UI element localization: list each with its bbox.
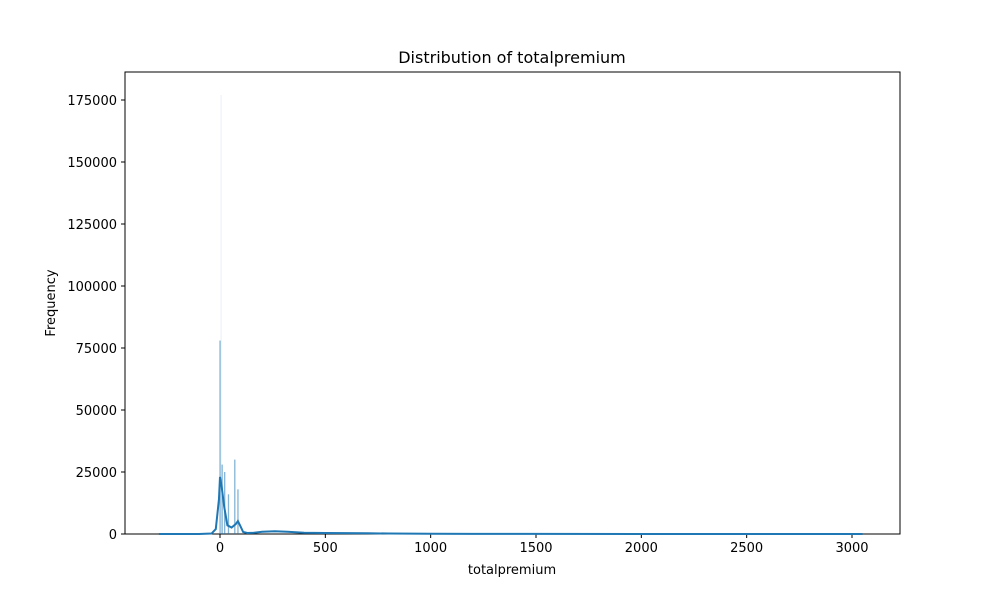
kde-line — [158, 476, 863, 535]
x-tick-label: 3000 — [835, 541, 868, 556]
histogram-bar — [220, 95, 222, 534]
y-tick-label: 75000 — [76, 342, 117, 357]
y-axis-ticks: 0 25000 50000 75000 100000 125000 150000 175000 — [67, 94, 125, 543]
y-tick-label: 150000 — [67, 156, 117, 171]
x-tick-label: 0 — [216, 541, 224, 556]
y-tick-label: 125000 — [67, 218, 117, 233]
histogram-bar — [219, 340, 221, 534]
chart-title: Distribution of totalpremium — [398, 48, 626, 67]
y-tick-label: 50000 — [76, 404, 117, 419]
histogram-bar — [234, 459, 236, 534]
y-tick-label: 25000 — [76, 466, 117, 481]
x-axis-label: totalpremium — [468, 563, 556, 578]
histogram-bar — [227, 494, 230, 534]
x-tick-label: 1000 — [414, 541, 447, 556]
y-tick-label: 100000 — [67, 280, 117, 295]
x-tick-label: 2000 — [625, 541, 658, 556]
y-tick-label: 175000 — [67, 94, 117, 109]
x-tick-label: 2500 — [730, 541, 763, 556]
histogram-bar — [221, 464, 223, 534]
y-axis-label: Frequency — [44, 269, 59, 336]
x-axis-ticks: 0 500 1000 1500 2000 2500 3000 — [216, 534, 869, 556]
histogram-bar — [237, 489, 239, 534]
x-tick-label: 1500 — [519, 541, 552, 556]
y-tick-label: 0 — [109, 528, 117, 543]
x-tick-label: 500 — [313, 541, 338, 556]
